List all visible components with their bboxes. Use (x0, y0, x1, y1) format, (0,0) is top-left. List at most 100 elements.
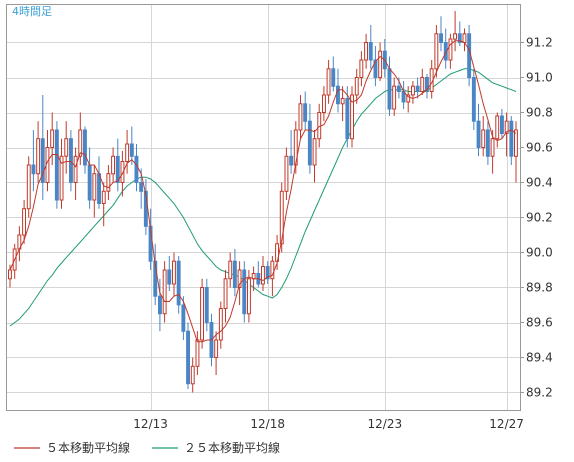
legend-ma25-label: ２５本移動平均線 (184, 440, 280, 455)
candle-67 (322, 86, 326, 122)
candle-body-36 (176, 260, 181, 306)
candle-100 (476, 103, 481, 157)
candle-3 (22, 200, 27, 244)
candle-body-49 (237, 269, 242, 288)
candle-body-95 (453, 33, 458, 40)
candle-body-4 (26, 164, 31, 210)
x-tick-labels: 12/13 12/18 12/23 12/27 (133, 417, 524, 431)
candle-98 (467, 25, 472, 87)
candle-16 (83, 126, 87, 174)
candle-12 (64, 121, 69, 174)
candle-63 (303, 91, 308, 130)
candle-42 (204, 278, 209, 332)
candle-body-19 (97, 173, 101, 204)
candle-71 (340, 86, 345, 122)
candle-body-3 (22, 208, 27, 236)
candle-47 (228, 252, 233, 288)
candle-body-31 (153, 260, 158, 297)
candle-body-6 (36, 138, 41, 175)
candle-89 (425, 74, 429, 99)
candle-body-77 (368, 42, 373, 61)
candle-51 (247, 270, 251, 323)
candle-108 (514, 121, 518, 183)
x-tick-label-1: 12/18 (250, 417, 285, 431)
candle-85 (406, 86, 411, 113)
candle-45 (218, 301, 223, 349)
ma5-layer (9, 40, 517, 343)
candle-body-70 (336, 85, 340, 105)
ma5-line (9, 40, 517, 343)
candle-78 (373, 46, 378, 87)
candle-6 (36, 121, 41, 183)
candle-body-7 (40, 138, 45, 183)
candle-92 (439, 16, 444, 52)
candle-body-71 (340, 98, 345, 105)
candle-body-5 (31, 164, 36, 175)
legend: ５本移動平均線 ２５本移動平均線 (14, 440, 280, 455)
candle-body-33 (162, 269, 167, 315)
candle-body-103 (490, 138, 495, 157)
candle-body-50 (242, 269, 247, 315)
candle-body-101 (481, 129, 486, 148)
candle-body-64 (307, 120, 312, 166)
candle-88 (420, 68, 425, 95)
candle-56 (270, 256, 275, 297)
candle-26 (129, 126, 134, 165)
candle-104 (495, 112, 500, 148)
y-tick-label-0: 89.2 (526, 386, 553, 400)
candle-105 (500, 109, 504, 139)
candle-36 (176, 256, 181, 314)
candle-body-14 (73, 155, 78, 184)
candle-body-97 (462, 33, 467, 43)
candle-37 (181, 296, 186, 340)
candle-body-79 (378, 50, 383, 78)
candle-body-12 (64, 138, 69, 157)
x-tick-label-0: 12/13 (133, 417, 168, 431)
candle-101 (481, 116, 486, 157)
candle-body-13 (69, 138, 73, 183)
candle-body-106 (504, 120, 509, 134)
candle-body-46 (223, 278, 228, 309)
plot-frame (6, 4, 521, 411)
candle-body-10 (54, 129, 59, 201)
candle-body-20 (101, 190, 106, 205)
candle-body-88 (420, 77, 425, 92)
candle-body-96 (457, 33, 462, 43)
candle-48 (232, 249, 237, 297)
legend-ma5-label: ５本移動平均線 (46, 440, 130, 455)
candle-73 (350, 86, 355, 148)
candle-body-16 (83, 129, 87, 166)
candle-15 (78, 112, 83, 165)
y-tick-label-6: 90.4 (526, 176, 553, 190)
candle-0 (8, 264, 12, 288)
candle-25 (125, 130, 130, 174)
candle-body-15 (78, 129, 83, 157)
candle-72 (345, 86, 350, 148)
candle-body-47 (228, 260, 233, 280)
y-tick-label-1: 89.4 (526, 351, 553, 365)
candle-5 (31, 130, 36, 192)
candle-body-74 (354, 77, 359, 96)
candle-27 (134, 144, 139, 192)
candle-87 (415, 77, 420, 99)
candle-body-28 (139, 182, 144, 192)
candle-body-9 (50, 129, 55, 148)
candle-body-60 (289, 155, 294, 166)
candle-50 (242, 261, 247, 323)
candle-body-24 (120, 161, 125, 183)
candle-39 (190, 357, 195, 393)
candle-40 (195, 331, 200, 375)
y-tick-label-5: 90.2 (526, 211, 553, 225)
candle-body-87 (415, 85, 420, 92)
candle-body-59 (284, 155, 289, 192)
candle-body-98 (467, 33, 472, 78)
y-tick-label-8: 90.8 (526, 106, 553, 120)
candle-62 (298, 95, 303, 139)
candle-body-0 (8, 269, 12, 280)
candle-32 (158, 278, 162, 332)
candle-54 (261, 256, 265, 291)
candle-41 (200, 278, 205, 349)
